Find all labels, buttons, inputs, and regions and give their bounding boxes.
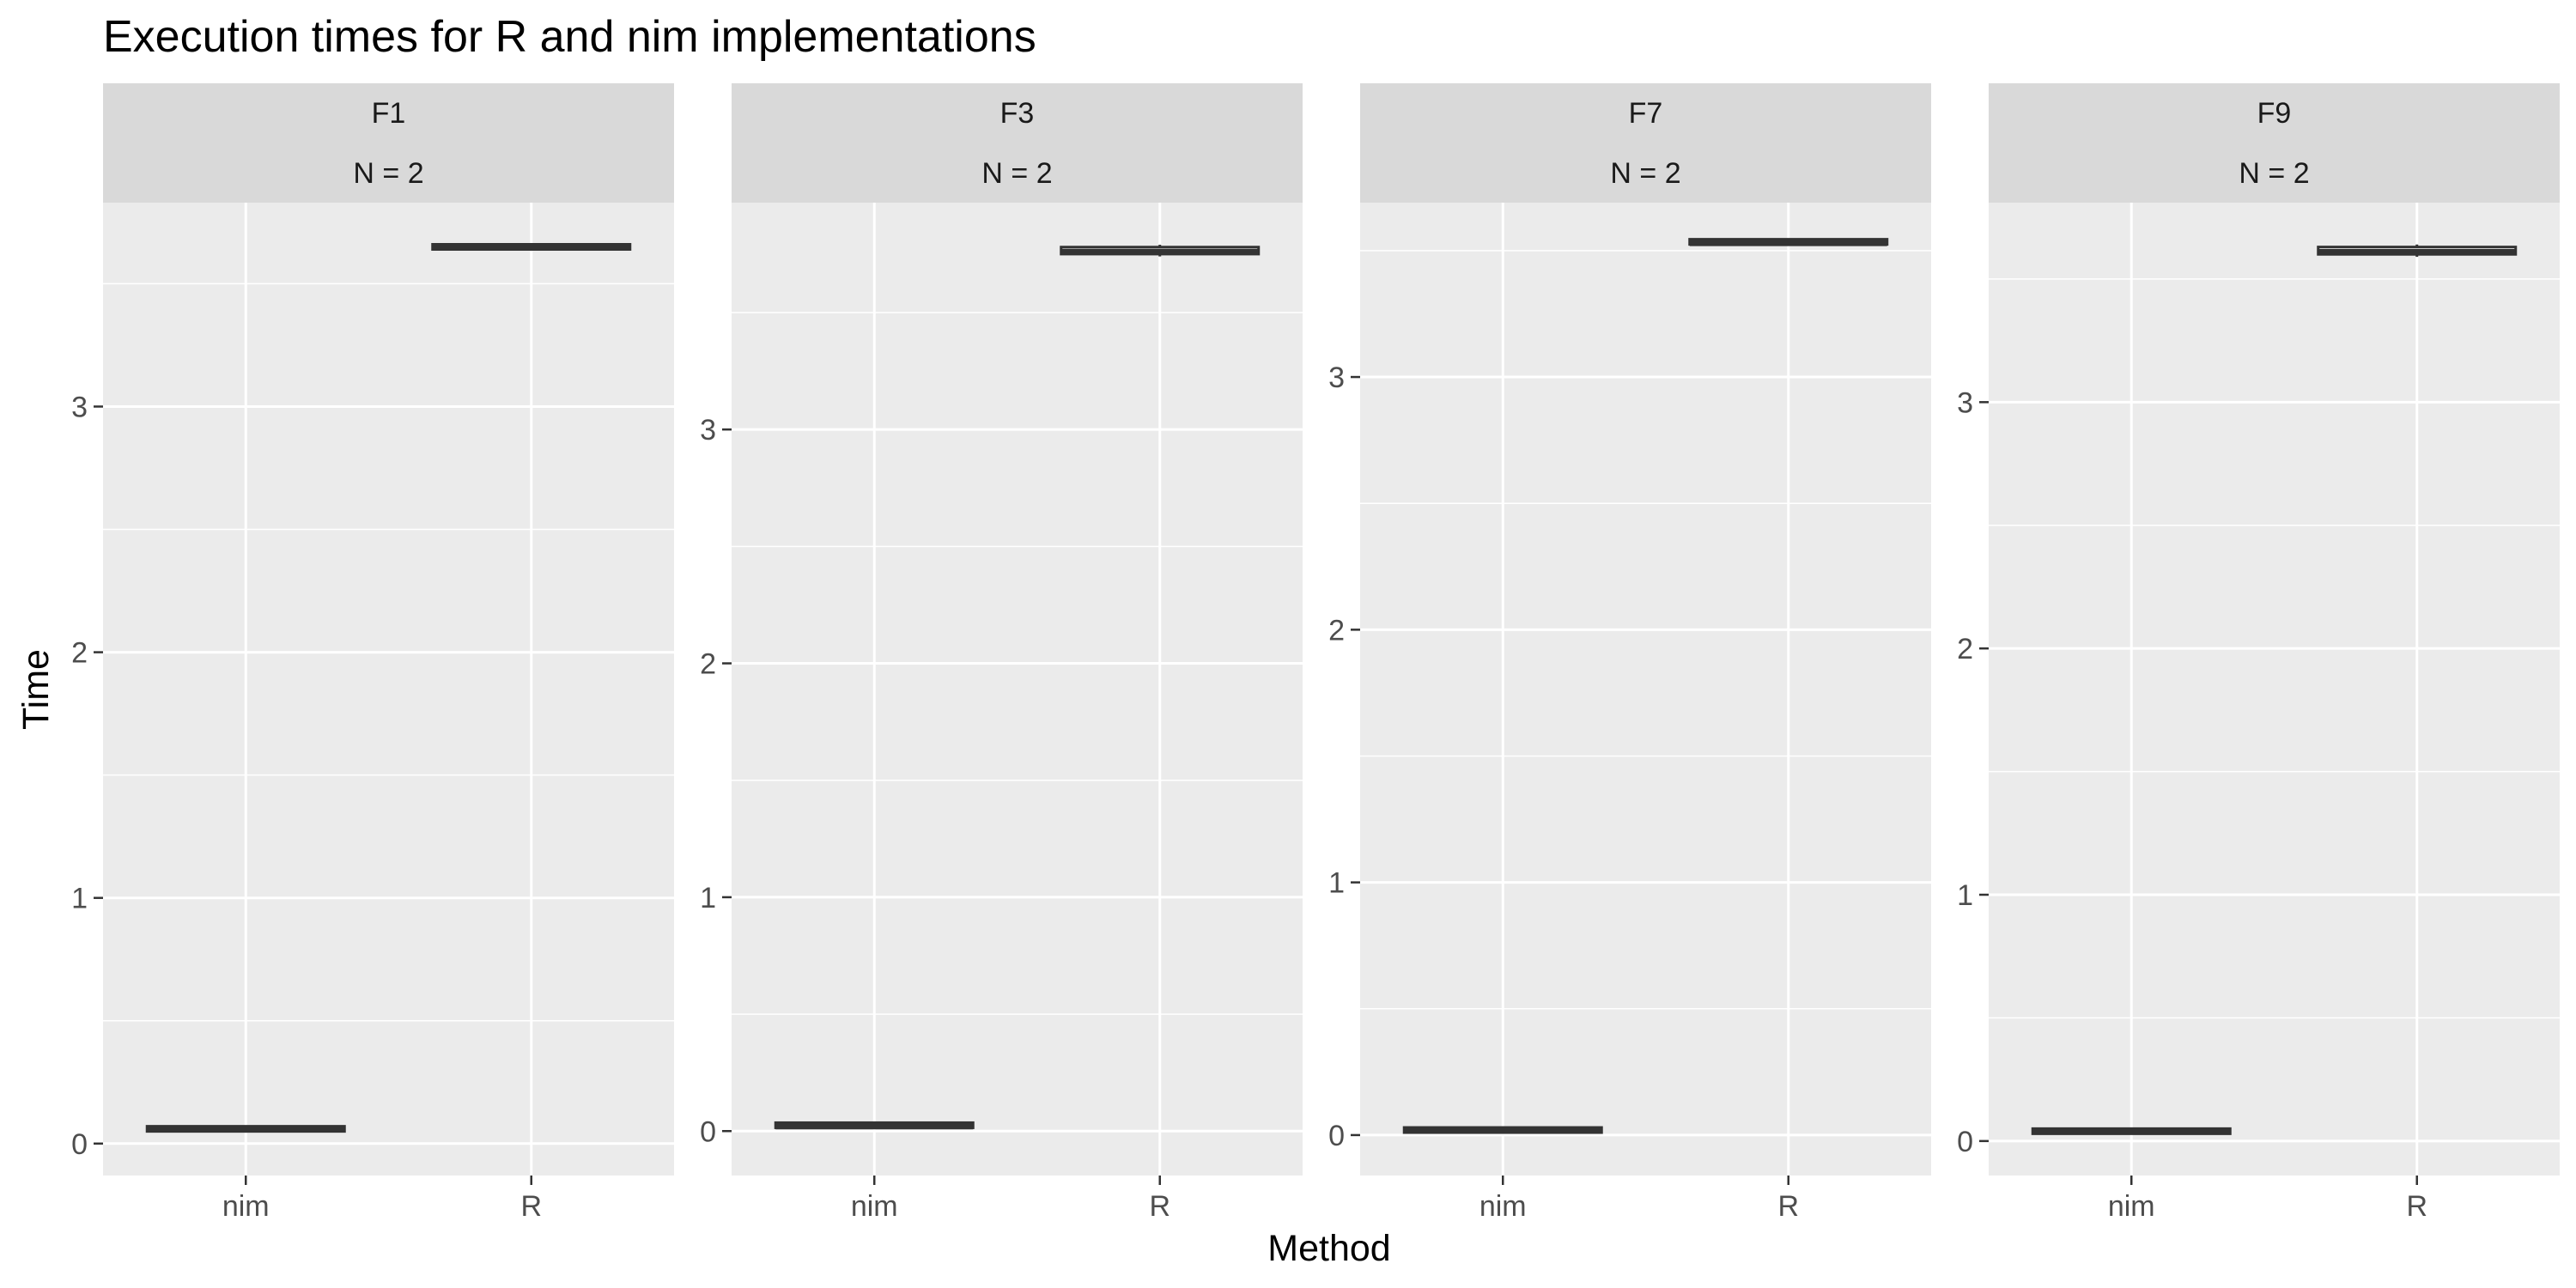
facet-strip-label: F9 [2257, 97, 2292, 130]
y-tick-label: 2 [700, 648, 716, 681]
facet-panel: F7 N = 2 0 1 2 3 nim R [1328, 83, 1931, 1223]
y-axis-title: Time [15, 649, 57, 730]
x-tick-label: nim [851, 1190, 898, 1223]
facet-strip [103, 83, 674, 203]
facet-strip [732, 83, 1303, 203]
box-nim [2031, 1127, 2232, 1135]
y-tick-label: 3 [71, 391, 88, 423]
facet-strip [1360, 83, 1931, 203]
y-tick-label: 1 [71, 883, 88, 915]
panel-background [1989, 203, 2560, 1176]
facet-panel: F3 N = 2 0 1 2 3 nim R [700, 83, 1303, 1223]
facet-strip-label: N = 2 [981, 157, 1052, 190]
y-tick-label: 1 [1957, 879, 1973, 912]
x-tick-label: R [520, 1190, 542, 1223]
box-R [1688, 238, 1889, 246]
facet-strip [1989, 83, 2560, 203]
y-tick-label: 1 [1328, 867, 1345, 900]
x-tick-label: R [2406, 1190, 2427, 1223]
x-tick-label: R [1777, 1190, 1799, 1223]
facet-strip-label: N = 2 [2239, 157, 2309, 190]
y-tick-label: 3 [1328, 361, 1345, 394]
chart-title: Execution times for R and nim implementa… [103, 12, 1036, 62]
box-R [2317, 244, 2518, 258]
x-tick-label: nim [2108, 1190, 2155, 1223]
x-tick-label: R [1149, 1190, 1170, 1223]
y-tick-label: 0 [700, 1115, 716, 1148]
facet-strip-label: F1 [372, 97, 406, 130]
x-tick-label: nim [1479, 1190, 1527, 1223]
y-tick-label: 2 [1957, 633, 1973, 665]
panel-background [1360, 203, 1931, 1176]
panel-background [103, 203, 674, 1176]
facet-panel: F9 N = 2 0 1 2 3 nim R [1957, 83, 2560, 1223]
facet-strip-label: F7 [1629, 97, 1663, 130]
x-axis-title: Method [1267, 1228, 1390, 1269]
y-tick-label: 2 [1328, 614, 1345, 647]
facet-strip-label: N = 2 [1610, 157, 1680, 190]
y-tick-label: 0 [71, 1128, 88, 1161]
box-nim [774, 1121, 975, 1130]
box-nim [1402, 1126, 1603, 1134]
facet-panels: F1 N = 2 0 1 2 3 nim R F3 N = 2 0 1 2 3 nim R F7 N = 2 0 1 2… [71, 83, 2560, 1223]
panel-background [732, 203, 1303, 1176]
x-tick-label: nim [222, 1190, 270, 1223]
box-nim [145, 1125, 346, 1133]
y-tick-label: 3 [1957, 386, 1973, 419]
facet-strip-label: F3 [1000, 97, 1035, 130]
y-tick-label: 0 [1328, 1120, 1345, 1152]
facet-panel: F1 N = 2 0 1 2 3 nim R [71, 83, 674, 1223]
y-tick-label: 3 [700, 414, 716, 447]
box-R [1060, 245, 1261, 257]
y-tick-label: 1 [700, 882, 716, 914]
y-tick-label: 2 [71, 637, 88, 670]
facet-strip-label: N = 2 [353, 157, 423, 190]
y-tick-label: 0 [1957, 1126, 1973, 1158]
box-R [431, 243, 632, 251]
